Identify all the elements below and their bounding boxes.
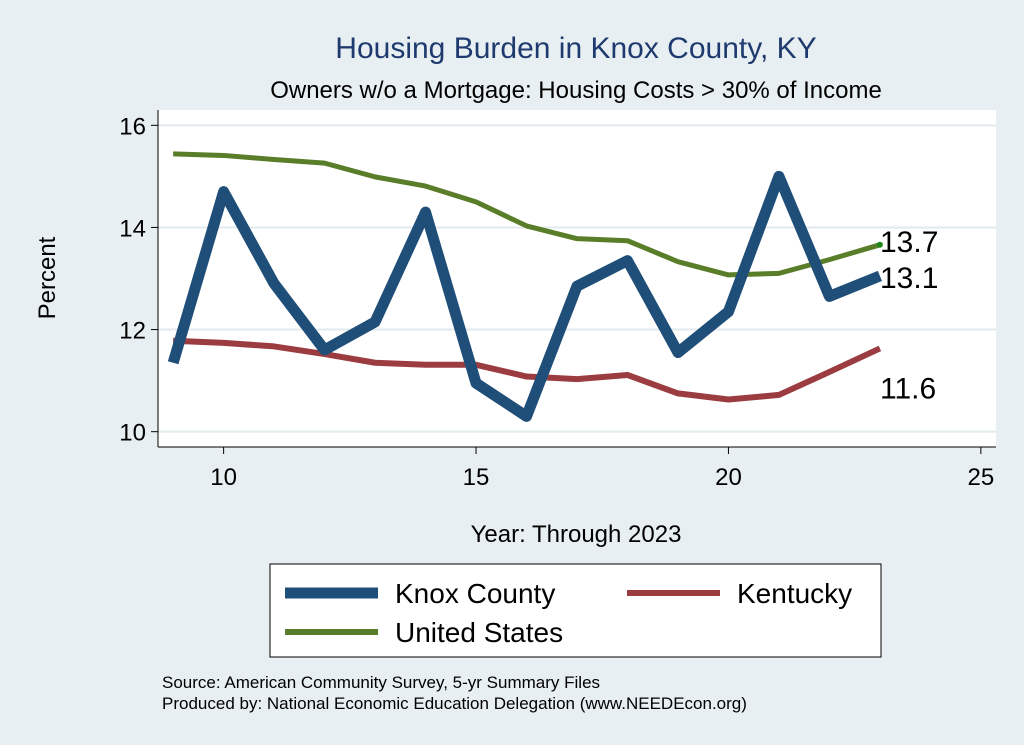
chart-title: Housing Burden in Knox County, KY — [335, 32, 816, 65]
legend-box — [269, 563, 882, 658]
chart-subtitle: Owners w/o a Mortgage: Housing Costs > 3… — [270, 77, 882, 104]
axes: 10 12 14 16 10 15 20 25 — [119, 110, 996, 491]
y-tick-label-14: 14 — [119, 215, 146, 242]
y-tick-label-12: 12 — [119, 318, 146, 345]
source-note: Source: American Community Survey, 5-yr … — [162, 673, 600, 692]
x-tick-label-25: 25 — [968, 464, 995, 491]
legend-label-united-states: United States — [395, 617, 563, 648]
plot-region — [158, 110, 996, 447]
producer-note: Produced by: National Economic Education… — [162, 694, 747, 713]
end-labels: 13.1 11.6 13.7 — [880, 226, 938, 406]
legend-label-kentucky: Kentucky — [737, 578, 852, 609]
series-lines — [167, 151, 883, 422]
series-line-knox — [167, 170, 882, 422]
x-axis-title: Year: Through 2023 — [471, 521, 682, 548]
end-label-kentucky: 11.6 — [880, 372, 936, 405]
end-label-us: 13.7 — [880, 226, 938, 259]
series-line-us — [173, 151, 881, 278]
us-end-marker — [876, 241, 883, 248]
legend-label-knox-county: Knox County — [395, 578, 555, 609]
x-tick-label-20: 20 — [715, 464, 742, 491]
grid-lines — [158, 124, 996, 433]
end-label-knox: 13.1 — [880, 262, 938, 295]
y-tick-label-16: 16 — [119, 113, 146, 140]
legend: Knox County Kentucky United States — [269, 563, 882, 658]
y-tick-label-10: 10 — [119, 420, 146, 447]
y-axis-title: Percent — [34, 236, 61, 319]
x-tick-label-10: 10 — [210, 464, 237, 491]
series-line-kentucky — [173, 337, 882, 403]
x-tick-label-15: 15 — [463, 464, 490, 491]
